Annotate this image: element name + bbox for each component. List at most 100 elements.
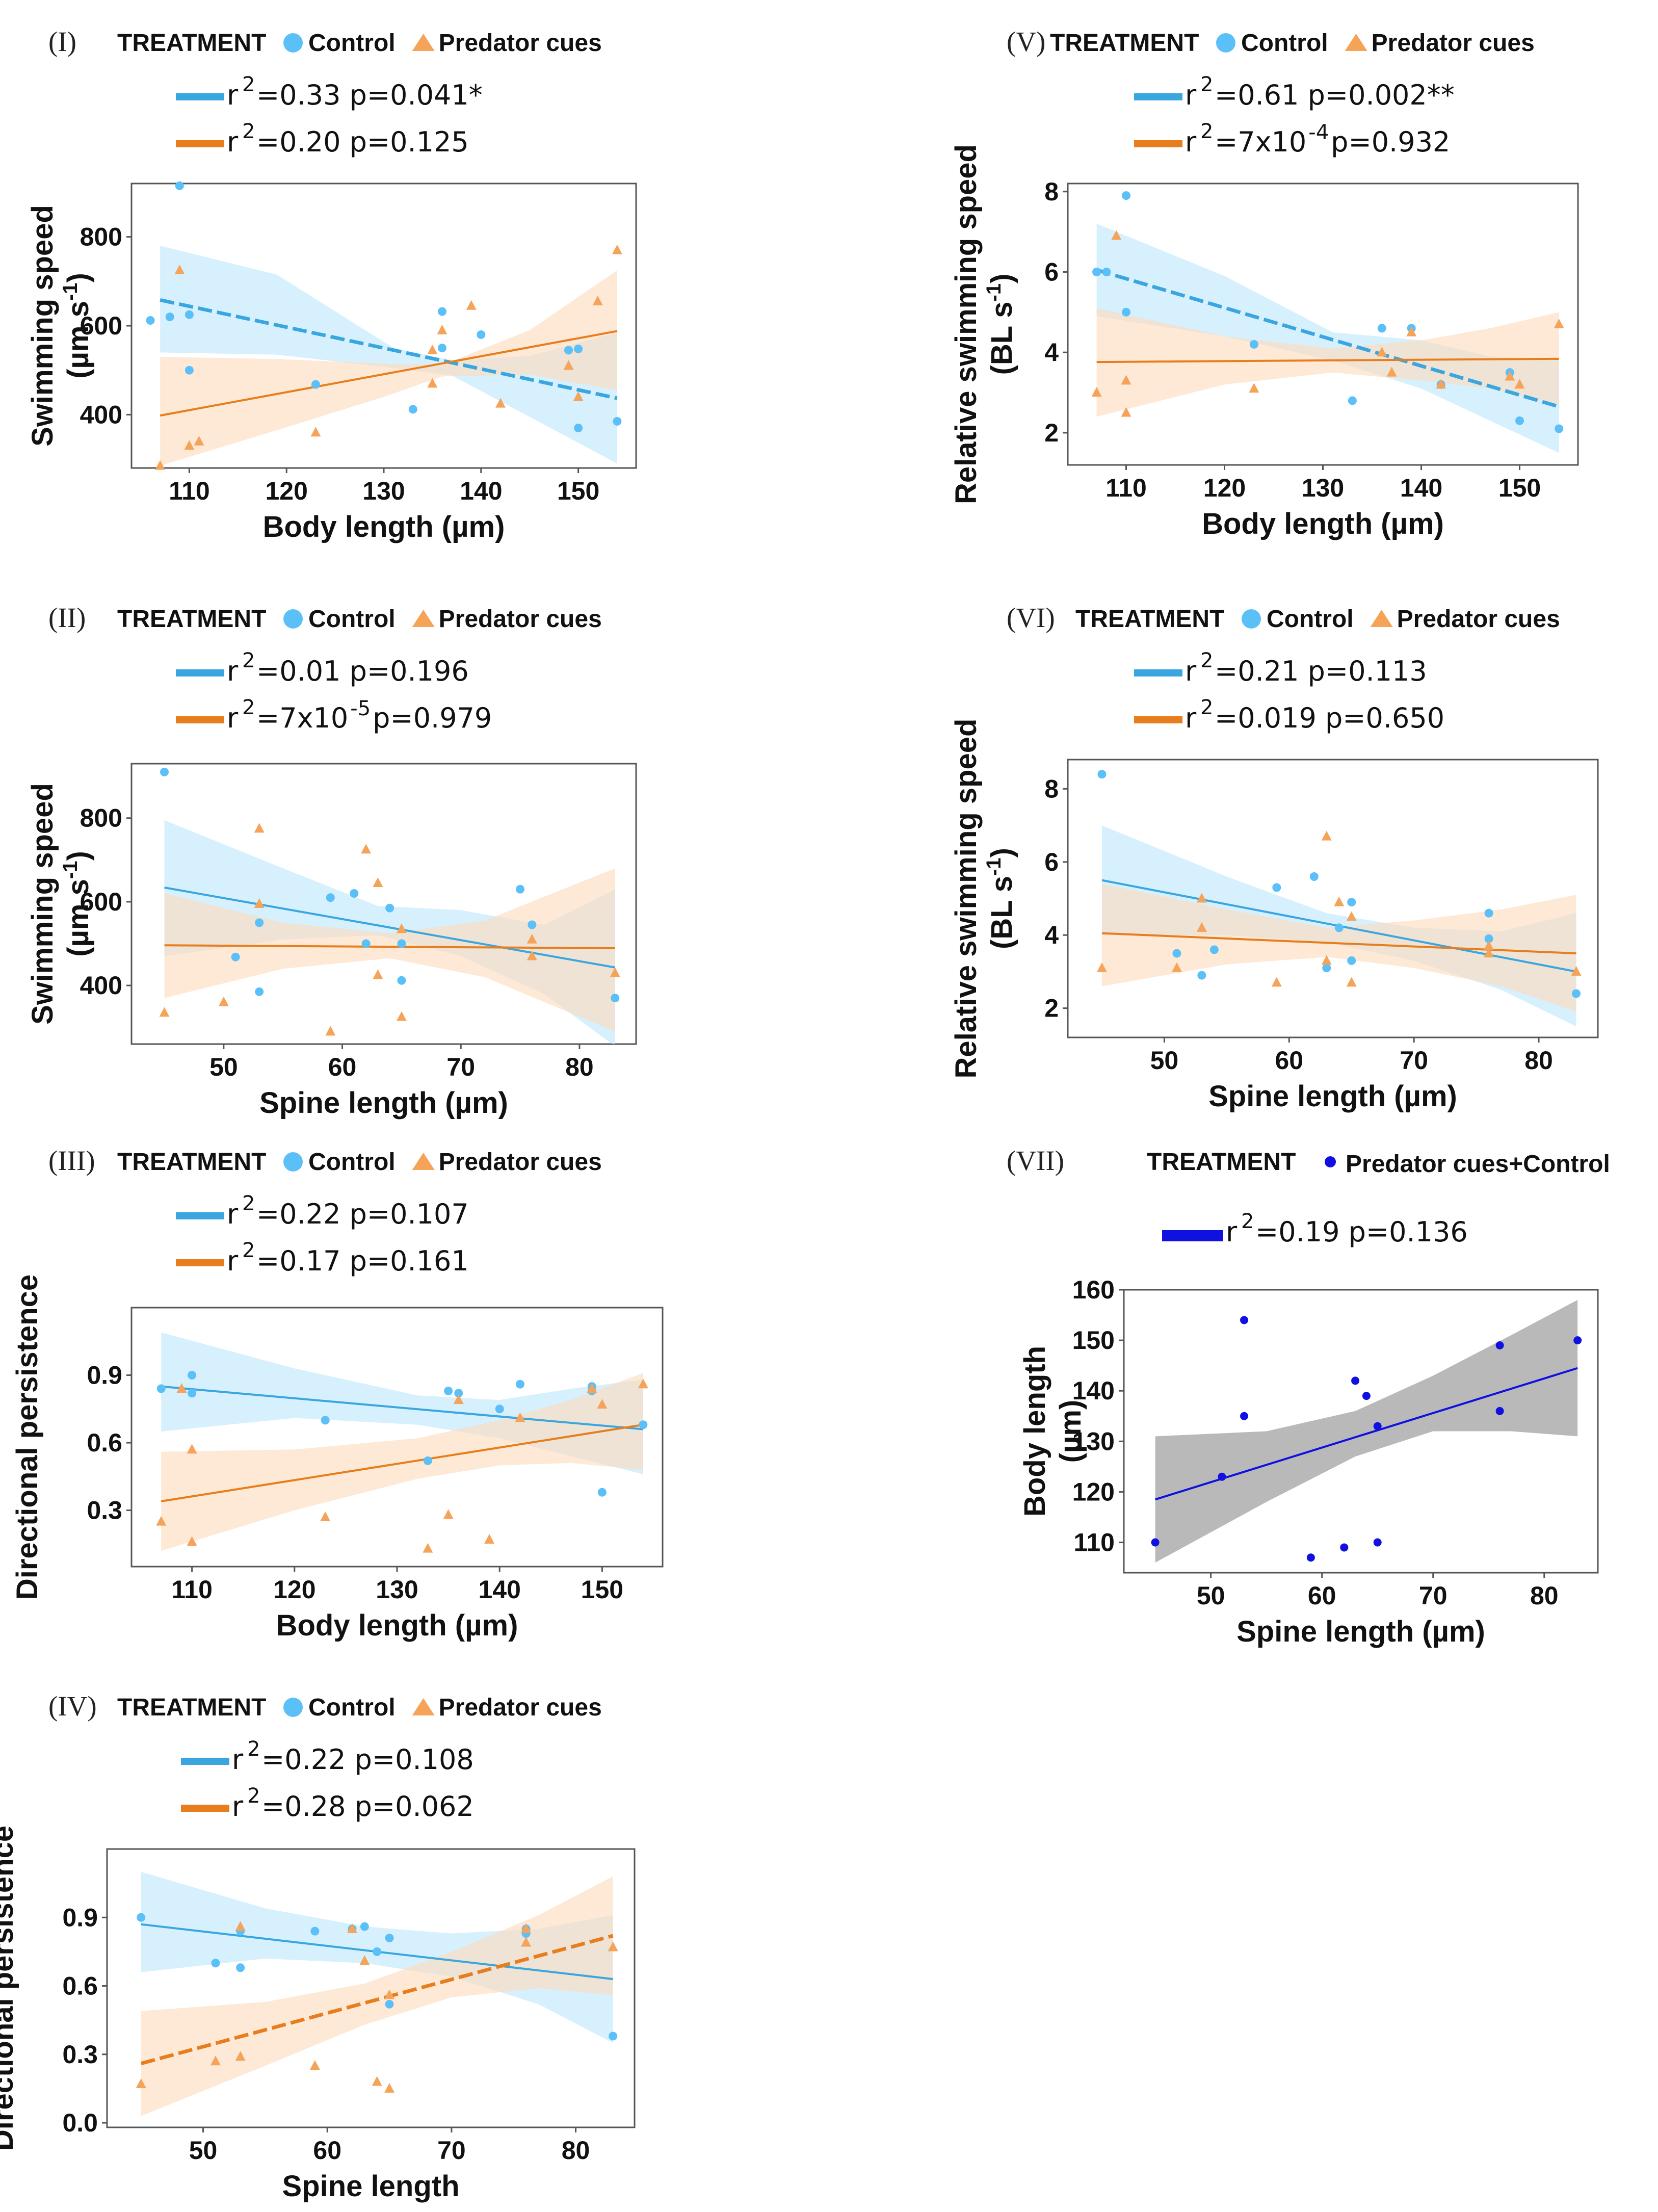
data-point-predator bbox=[187, 1444, 197, 1454]
stat-swatch-1 bbox=[1134, 669, 1182, 676]
legend-label-2: Predator cues bbox=[439, 1149, 602, 1176]
stat-text-1: =0.19 p=0.136 bbox=[1255, 1216, 1468, 1248]
data-point-control bbox=[188, 1389, 197, 1398]
data-point-pooled bbox=[1351, 1376, 1360, 1385]
legend-marker-circle bbox=[1216, 33, 1235, 53]
data-point-predator bbox=[1484, 948, 1494, 958]
data-point-control bbox=[310, 1927, 320, 1936]
legend-marker-triangle bbox=[412, 34, 435, 51]
stat-r-label: r bbox=[232, 1790, 244, 1823]
data-point-predator bbox=[608, 1941, 618, 1951]
data-point-control bbox=[1484, 908, 1493, 918]
confidence-band-control bbox=[141, 1871, 613, 2043]
data-point-predator bbox=[443, 1509, 454, 1519]
x-tick-label: 60 bbox=[328, 1053, 357, 1081]
data-point-control bbox=[408, 405, 417, 414]
x-tick-label: 80 bbox=[565, 1053, 594, 1081]
data-point-control bbox=[1097, 770, 1107, 779]
stat-text-1: =0.21 p=0.113 bbox=[1215, 655, 1427, 687]
data-point-control bbox=[1309, 872, 1319, 881]
data-point-control bbox=[1172, 949, 1181, 958]
data-point-control bbox=[211, 1959, 220, 1968]
x-axis-label: Spine length (µm) bbox=[1208, 1080, 1457, 1113]
y-axis-label-1: Relative swimming speed bbox=[950, 719, 983, 1079]
stat-swatch-2 bbox=[176, 1259, 224, 1266]
data-point-predator bbox=[254, 823, 265, 833]
data-point-predator bbox=[159, 1007, 170, 1017]
data-point-predator bbox=[396, 1011, 407, 1021]
data-point-control bbox=[385, 1934, 394, 1943]
data-point-predator bbox=[1111, 230, 1122, 240]
data-point-control bbox=[236, 1963, 245, 1972]
stat-r-exponent: 2 bbox=[1200, 73, 1213, 96]
data-point-control bbox=[1555, 424, 1564, 433]
x-tick-label: 140 bbox=[1400, 474, 1442, 502]
stat-swatch-2 bbox=[181, 1805, 229, 1812]
data-point-control bbox=[639, 1420, 648, 1429]
data-point-control bbox=[326, 893, 335, 902]
legend-title: TREATMENT bbox=[117, 1694, 266, 1721]
data-point-control bbox=[156, 1384, 166, 1393]
stat-r-label: r bbox=[227, 1245, 239, 1277]
data-point-predator bbox=[1571, 966, 1582, 976]
confidence-band-predator bbox=[164, 868, 615, 1032]
data-point-predator bbox=[373, 877, 383, 887]
data-point-control bbox=[255, 987, 264, 996]
data-point-pooled bbox=[1495, 1341, 1504, 1350]
stat-r-exponent: 2 bbox=[242, 1239, 255, 1262]
x-tick-label: 60 bbox=[313, 2136, 341, 2165]
data-point-control bbox=[1515, 416, 1524, 425]
data-point-predator bbox=[361, 844, 372, 854]
fit-line-control bbox=[161, 1385, 644, 1430]
y-tick-label: 0.9 bbox=[62, 1903, 98, 1932]
y-axis-label-1: Directional persistence bbox=[11, 1274, 44, 1600]
stat-exponent: -5 bbox=[350, 697, 371, 720]
data-point-predator bbox=[396, 923, 407, 933]
data-point-control bbox=[350, 889, 359, 898]
data-point-control bbox=[444, 1386, 453, 1395]
data-point-control bbox=[1209, 945, 1219, 954]
data-point-predator bbox=[309, 2060, 320, 2070]
stat-r-label: r bbox=[227, 126, 239, 158]
data-point-predator bbox=[427, 344, 438, 354]
data-point-control bbox=[613, 417, 622, 426]
legend-title: TREATMENT bbox=[1147, 1149, 1296, 1176]
legend-label-1: Control bbox=[308, 1694, 396, 1721]
data-point-control bbox=[255, 918, 264, 927]
data-point-control bbox=[574, 424, 583, 433]
data-point-predator bbox=[254, 898, 265, 908]
data-point-predator bbox=[495, 398, 506, 408]
fit-line-predator bbox=[164, 944, 615, 950]
data-point-control bbox=[423, 1456, 432, 1465]
stat-text-1: =0.33 p=0.041* bbox=[256, 79, 483, 111]
data-point-predator bbox=[1346, 977, 1357, 987]
data-point-pooled bbox=[1373, 1538, 1382, 1547]
y-tick-label: 600 bbox=[80, 311, 122, 340]
stat-swatch-1 bbox=[181, 1758, 229, 1765]
y-tick-label: 600 bbox=[80, 888, 122, 916]
stat-exponent: -4 bbox=[1308, 121, 1329, 144]
data-point-control bbox=[185, 366, 194, 375]
legend-title: TREATMENT bbox=[1050, 30, 1199, 57]
panel-label: (VII) bbox=[1007, 1145, 1064, 1176]
data-point-control bbox=[311, 380, 320, 389]
data-point-predator bbox=[1091, 387, 1102, 397]
panel-label: (III) bbox=[48, 1145, 95, 1176]
x-axis-label: Body length (µm) bbox=[276, 1609, 518, 1642]
data-point-predator bbox=[1171, 962, 1182, 972]
stat-r-exponent: 2 bbox=[1200, 649, 1213, 672]
x-tick-label: 80 bbox=[1524, 1046, 1553, 1075]
stat-r-exponent: 2 bbox=[242, 73, 255, 96]
data-point-control bbox=[188, 1371, 197, 1380]
stat-r-label: r bbox=[227, 79, 239, 111]
y-axis-label-1: Body length bbox=[1018, 1346, 1051, 1517]
data-point-control bbox=[373, 1947, 382, 1956]
data-point-predator bbox=[210, 2055, 221, 2066]
legend-label-1: Control bbox=[1241, 30, 1328, 57]
data-point-control bbox=[361, 939, 371, 948]
data-point-pooled bbox=[1240, 1316, 1249, 1324]
data-point-pooled bbox=[1151, 1538, 1160, 1547]
legend-marker-triangle bbox=[1345, 34, 1367, 51]
